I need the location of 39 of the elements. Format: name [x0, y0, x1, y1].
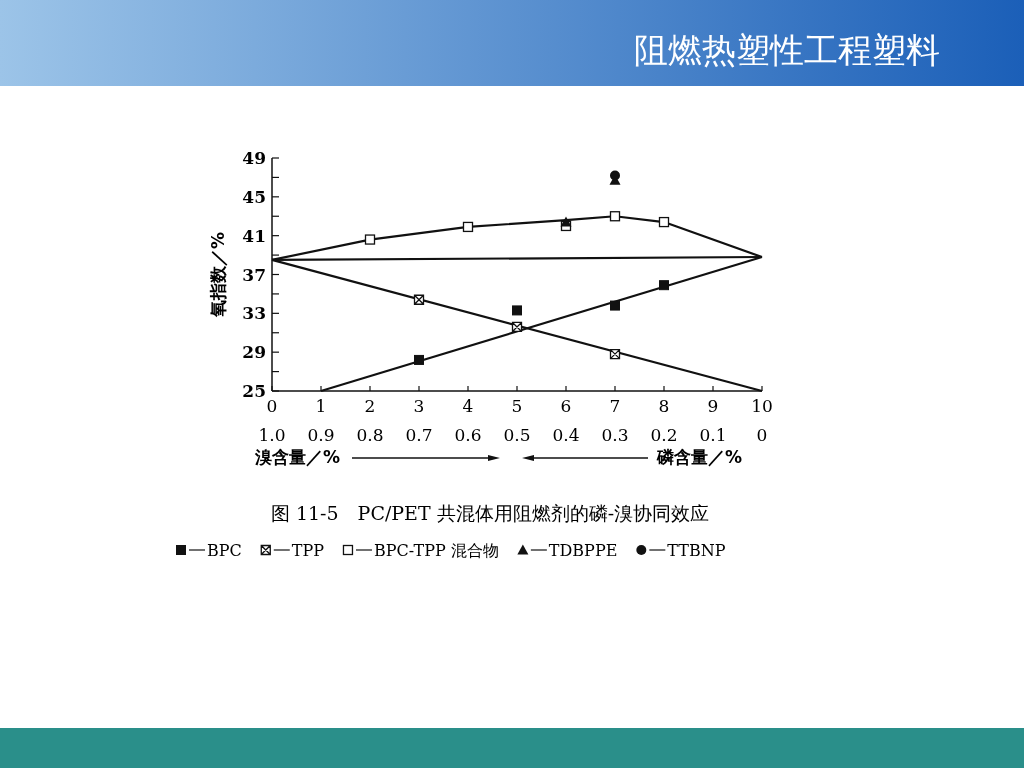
x-tick-label: 1 [315, 396, 327, 416]
x-tick-label: 2 [364, 396, 376, 416]
x-tick-label: 5 [511, 396, 523, 416]
x2-tick-label: 0.4 [552, 425, 580, 445]
x-tick-label: 10 [751, 396, 773, 416]
x2-tick-label: 0.9 [307, 425, 335, 445]
y-tick-label: 49 [242, 148, 266, 168]
legend-label: BPC-TPP 混合物 [373, 541, 499, 560]
x2-tick-label: 0.6 [454, 425, 482, 445]
x-tick-label: 4 [462, 396, 474, 416]
x2-tick-label: 0.1 [699, 425, 727, 445]
x-axis-title: 溴含量／% [254, 447, 341, 467]
legend-label: TTBNP [667, 541, 726, 560]
chart-title: 阻燃热塑性工程塑料 [634, 30, 940, 70]
x2-tick-label: 0 [756, 425, 768, 445]
legend-label: TDBPPE [548, 541, 618, 560]
y-tick-label: 45 [242, 186, 266, 207]
x-tick-label: 7 [609, 396, 621, 416]
y-axis-title: 氧指数／% [208, 231, 228, 319]
text: 图 11-5 PC/PET 共混体用阻燃剂的磷-溴协同效应 [270, 502, 710, 524]
y-tick-label: 37 [242, 264, 266, 285]
y-tick-label: 25 [242, 381, 266, 401]
x2-tick-label: 0.7 [405, 425, 433, 445]
x2-tick-label: 0.2 [650, 425, 678, 445]
x-tick-label: 3 [413, 396, 425, 416]
x2-tick-label: 0.3 [601, 425, 629, 445]
legend-label: BPC [207, 541, 242, 560]
x2-axis-title: 磷含量／% [655, 447, 742, 467]
y-tick-label: 41 [242, 225, 266, 246]
y-tick-label: 33 [242, 303, 266, 324]
x-tick-label: 8 [658, 396, 670, 416]
x2-tick-label: 1.0 [258, 425, 286, 445]
x2-tick-label: 0.5 [503, 425, 531, 445]
y-tick-label: 29 [242, 342, 266, 363]
x-tick-label: 9 [707, 396, 719, 416]
legend-label: TPP [291, 541, 325, 560]
x2-tick-label: 0.8 [356, 425, 384, 445]
x-tick-label: 6 [560, 396, 572, 416]
x-tick-label: 0 [266, 396, 278, 416]
